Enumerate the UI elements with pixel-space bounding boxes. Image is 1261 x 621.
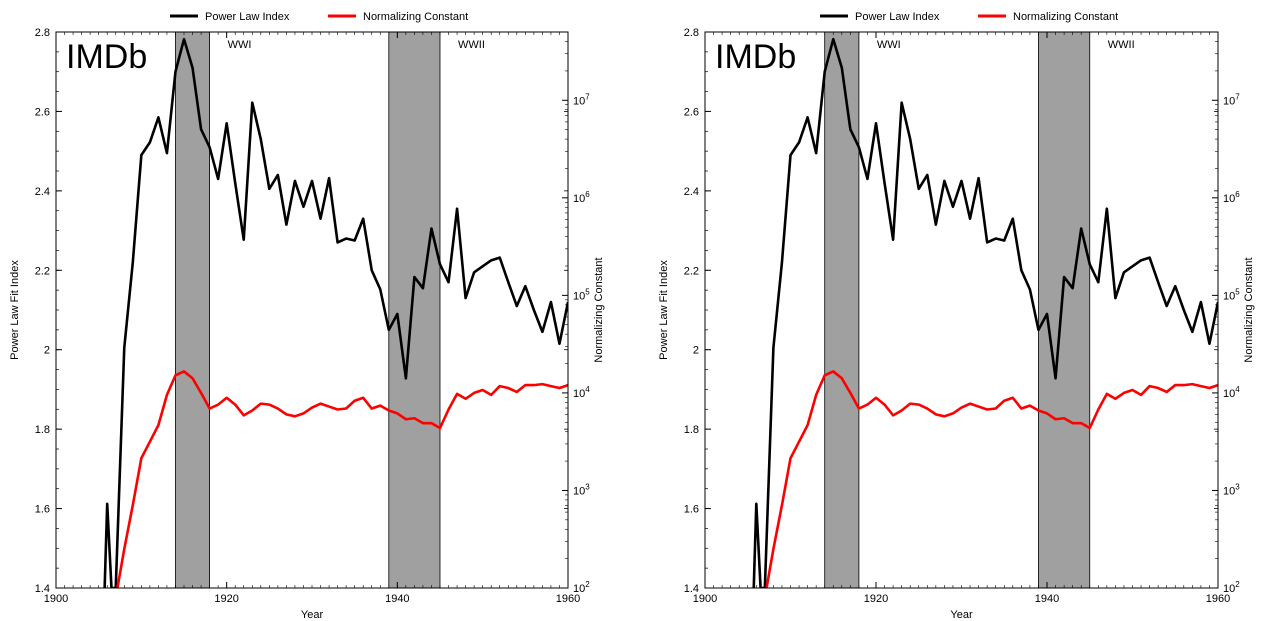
- x-tick-label: 1960: [556, 593, 580, 605]
- y2-tick-exponent: 6: [1235, 190, 1240, 199]
- y-tick-label: 1.8: [35, 424, 50, 436]
- chart-panel-2: WWI WWII 1.4 1.6 1.8 2 2.2 2.4 2.6 2.8 1900 1920 194…: [658, 11, 1255, 621]
- shaded-region-wwi: [175, 31, 210, 589]
- y2-axis-label: Normalizing Constant: [1243, 257, 1255, 362]
- y2-tick-exponent: 7: [1235, 92, 1240, 101]
- x-axis-label: Year: [950, 609, 973, 621]
- x-tick-label: 1920: [864, 593, 888, 605]
- y2-tick-label: 105: [573, 287, 590, 302]
- y2-tick-label: 107: [1223, 92, 1240, 107]
- y2-tick-base: 10: [1223, 388, 1235, 400]
- y-tick-label: 2.8: [684, 27, 699, 39]
- shaded-region-label-wwi: WWI: [877, 39, 901, 51]
- y2-tick-exponent: 2: [1235, 580, 1240, 589]
- y2-tick-exponent: 5: [1235, 287, 1240, 296]
- legend-label-normalizing-constant: Normalizing Constant: [363, 11, 468, 23]
- x-tick-label: 1900: [44, 593, 68, 605]
- y2-tick-base: 10: [1223, 95, 1235, 107]
- y-tick-label: 2.6: [684, 106, 699, 118]
- legend-label-power-law-index: Power Law Index: [855, 11, 940, 23]
- y-tick-label: 1.4: [684, 583, 699, 595]
- y-tick-label: 1.6: [684, 504, 699, 516]
- y-tick-label: 1.6: [35, 504, 50, 516]
- y2-tick-label: 102: [1223, 580, 1240, 595]
- series-group: [103, 37, 568, 588]
- y2-tick-exponent: 7: [585, 92, 590, 101]
- y2-tick-base: 10: [1223, 485, 1235, 497]
- x-tick-label: 1940: [1035, 593, 1059, 605]
- panel-label: IMDb: [715, 38, 796, 76]
- y2-tick-label: 103: [573, 482, 590, 497]
- shaded-region-label-wwii: WWII: [1108, 39, 1135, 51]
- y2-tick-base: 10: [573, 583, 585, 595]
- series-line-normalizing-constant: [765, 370, 1218, 588]
- chart-panel-1: WWI WWII 1.4 1.6 1.8 2 2.2 2.4 2.6 2.8 1900 1920 194…: [9, 11, 605, 621]
- y2-tick-label: 106: [1223, 190, 1240, 205]
- shaded-region-label-wwi: WWI: [228, 39, 252, 51]
- y-tick-label: 2.6: [35, 106, 50, 118]
- y2-tick-exponent: 4: [585, 385, 590, 394]
- y2-tick-base: 10: [573, 485, 585, 497]
- y2-tick-label: 102: [573, 580, 590, 595]
- y-tick-label: 2: [693, 345, 699, 357]
- y2-tick-label: 104: [1223, 385, 1240, 400]
- series-line-power-law-index: [752, 37, 1218, 588]
- y-axis-label: Power Law Fit Index: [658, 260, 670, 360]
- y2-tick-label: 107: [573, 92, 590, 107]
- y2-tick-exponent: 6: [585, 190, 590, 199]
- y2-tick-base: 10: [573, 95, 585, 107]
- y2-tick-label: 103: [1223, 482, 1240, 497]
- series-group: [752, 37, 1218, 588]
- y2-tick-exponent: 3: [585, 482, 590, 491]
- y2-tick-base: 10: [1223, 193, 1235, 205]
- y-tick-label: 2.4: [684, 186, 699, 198]
- legend-label-normalizing-constant: Normalizing Constant: [1013, 11, 1118, 23]
- y2-tick-label: 104: [573, 385, 590, 400]
- y2-tick-base: 10: [573, 290, 585, 302]
- shaded-region-wwi: [824, 31, 860, 589]
- y2-tick-exponent: 2: [585, 580, 590, 589]
- panel-label: IMDb: [66, 38, 147, 76]
- y2-tick-label: 106: [573, 190, 590, 205]
- y2-tick-label: 105: [1223, 287, 1240, 302]
- shaded-region-wwii: [388, 31, 441, 589]
- x-tick-label: 1960: [1206, 593, 1230, 605]
- y-tick-label: 2.4: [35, 186, 50, 198]
- y2-tick-exponent: 3: [1235, 482, 1240, 491]
- y-tick-label: 1.4: [35, 583, 50, 595]
- y2-tick-exponent: 5: [585, 287, 590, 296]
- x-tick-label: 1940: [385, 593, 409, 605]
- series-line-power-law-index: [103, 37, 568, 588]
- y-tick-label: 1.8: [684, 424, 699, 436]
- shaded-region-label-wwii: WWII: [458, 39, 485, 51]
- y-tick-label: 2.2: [35, 265, 50, 277]
- y2-tick-base: 10: [1223, 290, 1235, 302]
- x-axis-label: Year: [301, 609, 324, 621]
- y-axis-label: Power Law Fit Index: [9, 260, 21, 360]
- y2-tick-base: 10: [1223, 583, 1235, 595]
- shaded-region-wwii: [1038, 31, 1091, 589]
- y-tick-label: 2.2: [684, 265, 699, 277]
- y2-tick-base: 10: [573, 193, 585, 205]
- y2-tick-base: 10: [573, 388, 585, 400]
- legend-label-power-law-index: Power Law Index: [205, 11, 290, 23]
- x-tick-label: 1900: [693, 593, 717, 605]
- x-tick-label: 1920: [214, 593, 238, 605]
- y2-axis-label: Normalizing Constant: [593, 257, 605, 362]
- y2-tick-exponent: 4: [1235, 385, 1240, 394]
- series-line-normalizing-constant: [116, 370, 568, 588]
- y-tick-label: 2.8: [35, 27, 50, 39]
- y-tick-label: 2: [44, 345, 50, 357]
